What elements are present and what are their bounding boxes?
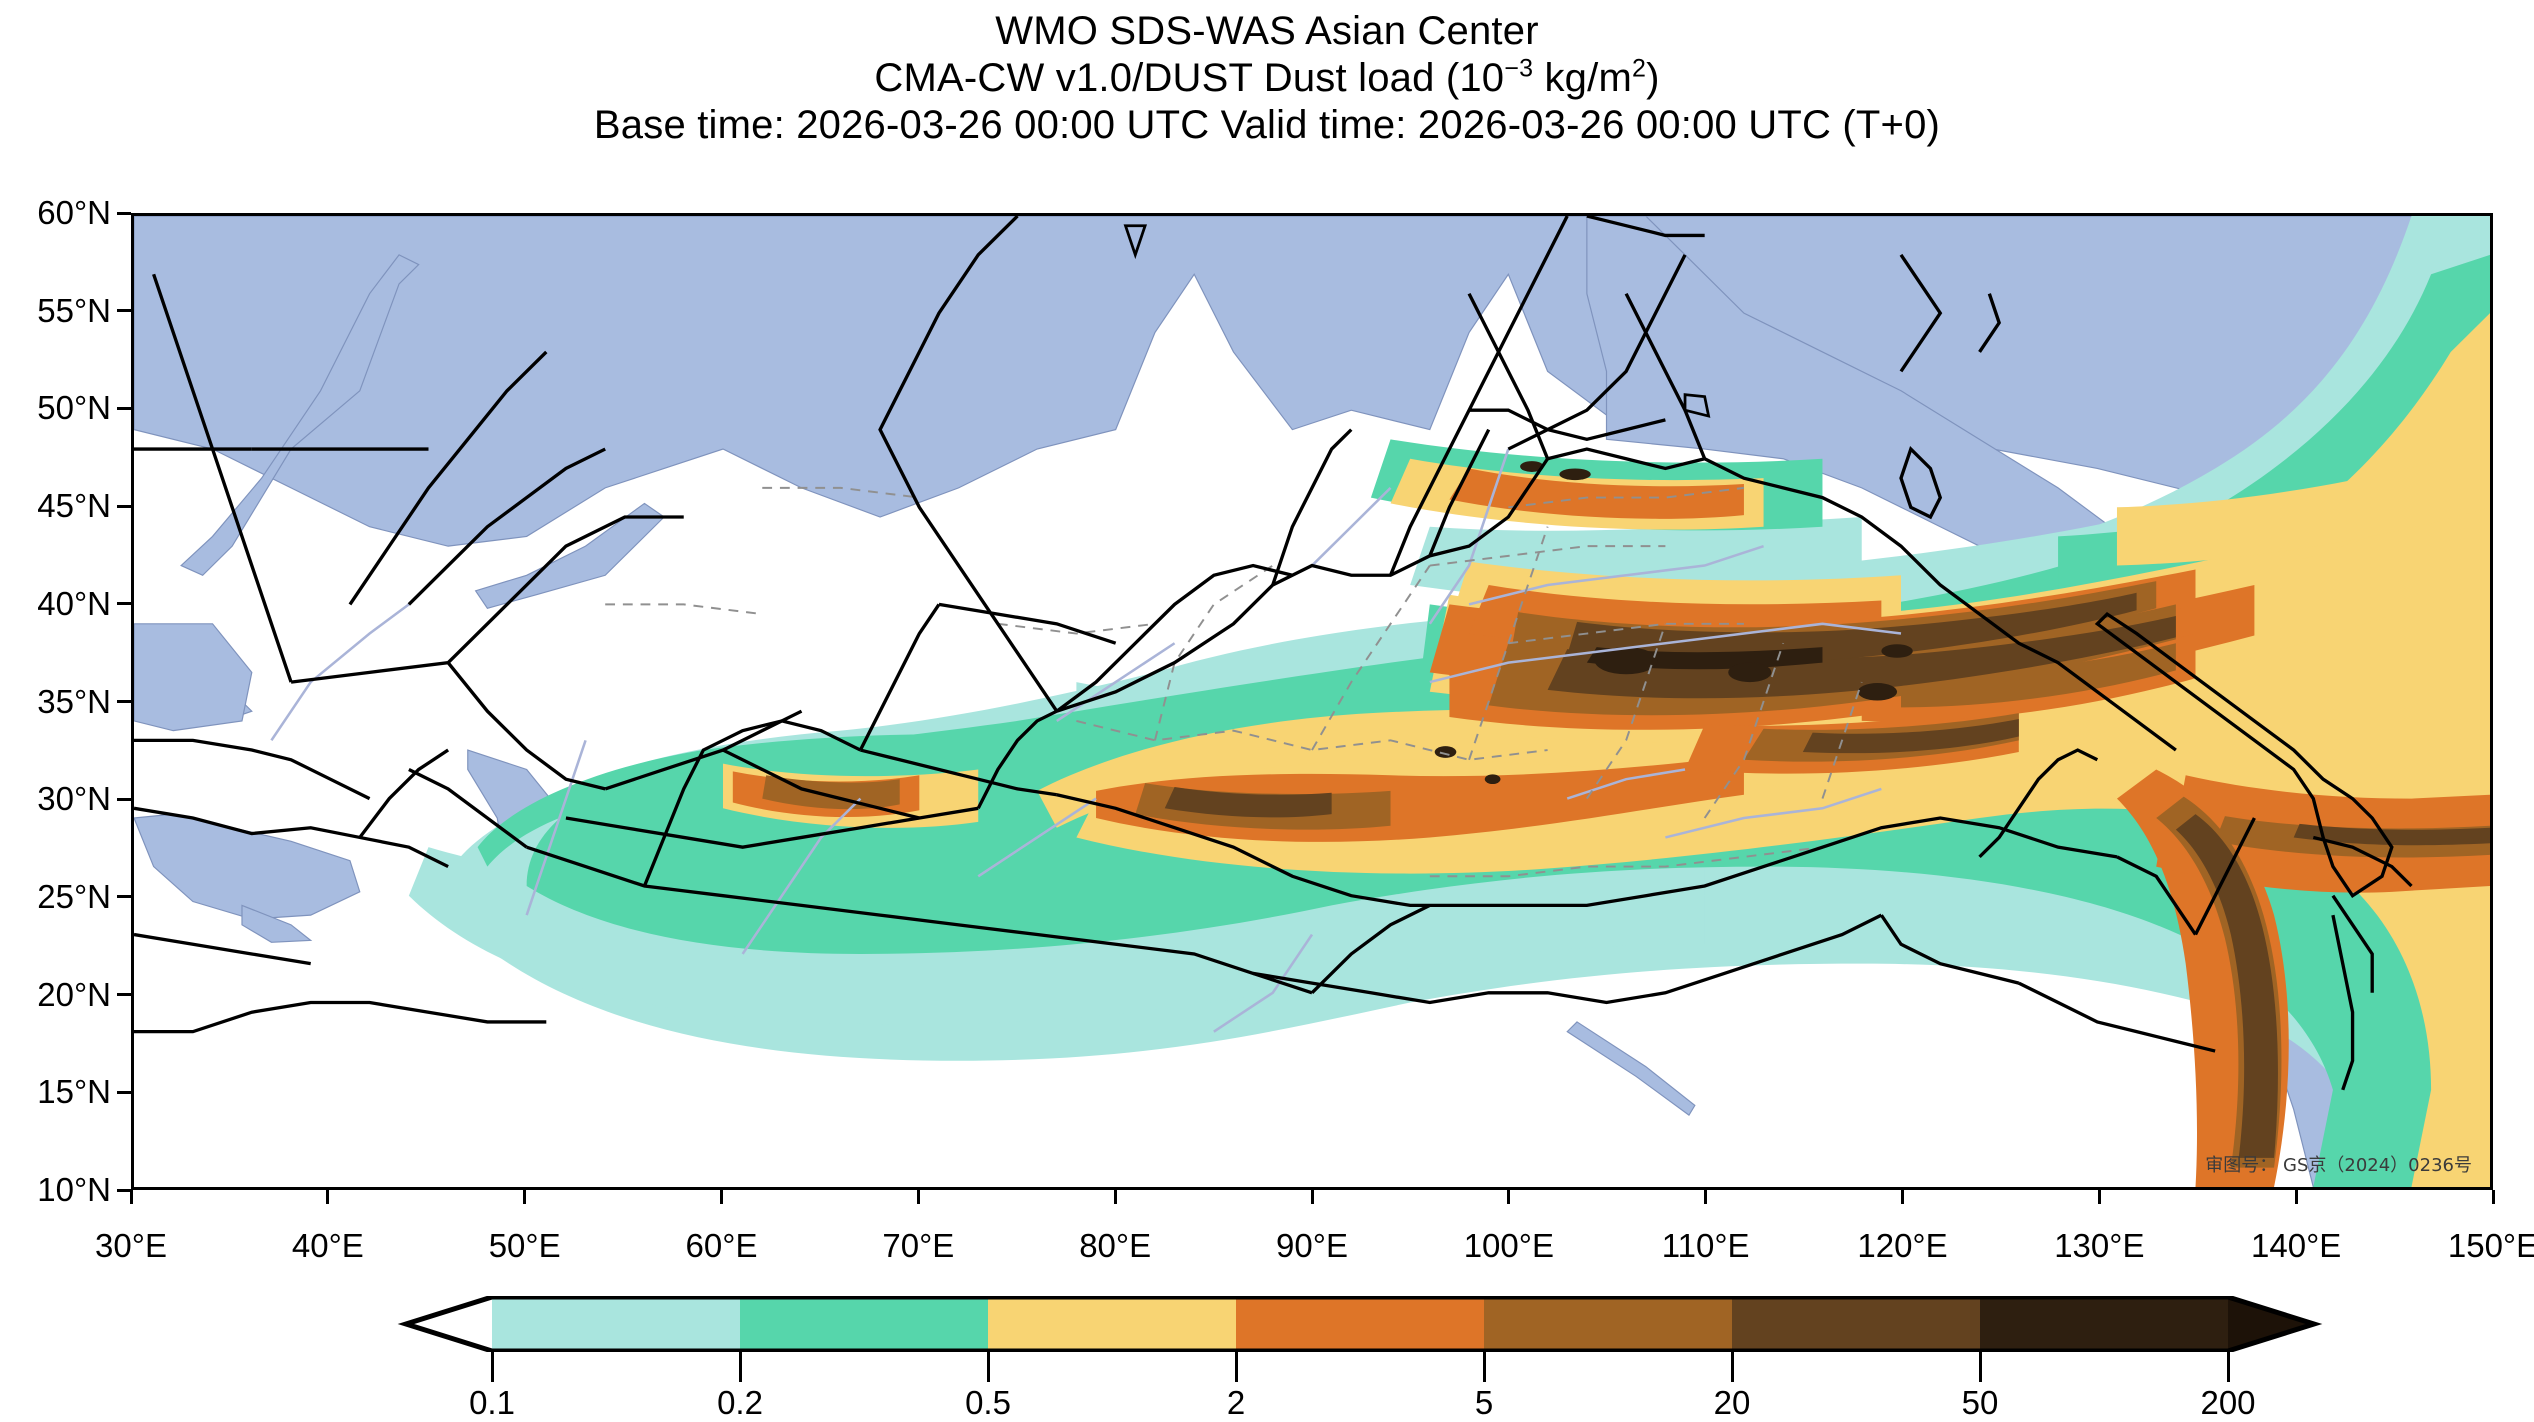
colorbar-tick-mark — [986, 1352, 990, 1382]
x-axis-tick-label: 40°E — [291, 1227, 364, 1264]
x-axis-tick-mark — [2491, 1190, 2495, 1204]
geography-layer — [134, 216, 2413, 1091]
colorbar-under-arrow — [406, 1296, 492, 1352]
x-axis-tick-label: 60°E — [685, 1227, 758, 1264]
x-axis-tick-mark — [1704, 1190, 1708, 1204]
colorbar-tick-label: 5 — [1474, 1384, 1494, 1421]
dust-contour-layer — [408, 216, 2490, 1187]
colorbar-tick-mark — [1730, 1352, 1734, 1382]
y-axis-tick-mark — [117, 309, 131, 313]
map-watermark: 审图号： GS京（2024）0236号 — [2205, 1155, 2472, 1176]
title-line-1: WMO SDS-WAS Asian Center — [995, 9, 1539, 53]
x-axis-tick-label: 30°E — [95, 1227, 167, 1264]
x-axis-tick-mark — [326, 1190, 330, 1204]
x-axis-tick-label: 120°E — [1857, 1227, 1948, 1264]
colorbar-tick-mark — [1234, 1352, 1238, 1382]
colorbar-bands — [374, 1296, 2346, 1352]
y-axis-tick-label: 50°N — [37, 389, 111, 427]
title-exponent-minus3: −3 — [1504, 54, 1534, 83]
x-axis-tick-mark — [523, 1190, 527, 1204]
colorbar-tick-mark — [1978, 1352, 1982, 1382]
y-axis-tick-mark — [117, 1188, 131, 1192]
colorbar-tick-mark — [1482, 1352, 1486, 1382]
x-axis-tick-mark — [2097, 1190, 2101, 1204]
y-axis-tick-mark — [117, 1090, 131, 1094]
colorbar-tick-label: 0.5 — [965, 1384, 1011, 1421]
y-axis-tick-label: 55°N — [37, 291, 111, 329]
y-axis-tick-mark — [117, 504, 131, 508]
colorbar-tick-label: 0.1 — [469, 1384, 515, 1421]
y-axis-tick-mark — [117, 993, 131, 997]
y-axis-tick-label: 15°N — [37, 1073, 111, 1111]
colorbar-tick-mark — [738, 1352, 742, 1382]
x-axis-tick-label: 50°E — [488, 1227, 561, 1264]
colorbar[interactable] — [374, 1296, 2346, 1352]
x-axis-tick-mark — [1901, 1190, 1904, 1204]
x-axis-tick-label: 80°E — [1079, 1227, 1152, 1264]
chart-title-block: WMO SDS-WAS Asian Center CMA-CW v1.0/DUS… — [0, 8, 2534, 149]
title-line-2-post: ) — [1646, 56, 1660, 100]
colorbar-band — [1732, 1296, 1980, 1352]
y-axis-tick-label: 30°N — [37, 780, 111, 818]
colorbar-tick-label: 2 — [1226, 1384, 1246, 1421]
x-axis-tick-mark — [1507, 1190, 1511, 1204]
colorbar-tick-mark — [490, 1352, 494, 1382]
map-plot-area: 审图号： GS京（2024）0236号 — [131, 213, 2493, 1190]
y-axis-tick-label: 45°N — [37, 487, 111, 525]
title-line-2-mid: kg/m — [1533, 56, 1632, 100]
colorbar-tick-label: 0.2 — [717, 1384, 763, 1421]
y-axis-tick-mark — [117, 700, 131, 703]
x-axis-tick-mark — [1310, 1190, 1314, 1204]
x-axis-tick-label: 150°E — [2447, 1227, 2534, 1264]
x-axis-tick-label: 130°E — [2054, 1227, 2145, 1264]
colorbar-band — [492, 1296, 740, 1352]
colorbar-band — [740, 1296, 988, 1352]
x-axis-tick-label: 100°E — [1463, 1227, 1554, 1264]
y-axis-tick-label: 20°N — [37, 975, 111, 1013]
x-axis-tick-label: 110°E — [1661, 1227, 1750, 1264]
y-axis-tick-label: 10°N — [37, 1171, 111, 1208]
colorbar-tick-label: 20 — [1713, 1384, 1751, 1421]
colorbar-tick-label: 50 — [1961, 1384, 1999, 1421]
title-line-3: Base time: 2026-03-26 00:00 UTC Valid ti… — [593, 103, 1941, 147]
x-axis-tick-mark — [2294, 1190, 2298, 1204]
x-axis-tick-mark — [1113, 1190, 1117, 1204]
title-line-2-pre: CMA-CW v1.0/DUST Dust load (10 — [874, 56, 1505, 100]
x-axis-tick-label: 90°E — [1276, 1227, 1348, 1264]
title-exponent-2: 2 — [1631, 54, 1647, 83]
colorbar-band — [988, 1296, 1236, 1352]
y-axis-tick-label: 40°N — [37, 584, 111, 622]
y-axis-tick-mark — [117, 797, 131, 801]
y-axis-tick-label: 60°N — [37, 194, 111, 231]
y-axis-tick-mark — [117, 211, 131, 215]
colorbar-band — [1980, 1296, 2228, 1352]
colorbar-tick-label: 200 — [2200, 1384, 2256, 1421]
colorbar-tick-mark — [2226, 1352, 2230, 1382]
x-axis-tick-mark — [129, 1190, 133, 1204]
y-axis-tick-label: 25°N — [37, 877, 111, 915]
dust-load-map — [134, 216, 2490, 1187]
x-axis-tick-label: 70°E — [882, 1227, 955, 1264]
x-axis-tick-mark — [916, 1190, 920, 1204]
colorbar-band — [1236, 1296, 1484, 1352]
y-axis-tick-label: 35°N — [37, 682, 111, 720]
colorbar-band — [1484, 1296, 1732, 1352]
x-axis-tick-label: 140°E — [2251, 1227, 2342, 1264]
y-axis-tick-mark — [117, 406, 131, 410]
colorbar-over-arrow — [2228, 1296, 2314, 1352]
y-axis-tick-mark — [117, 602, 131, 606]
x-axis-tick-mark — [720, 1190, 723, 1204]
y-axis-tick-mark — [117, 895, 131, 899]
title-line-2: CMA-CW v1.0/DUST Dust load (10−3 kg/m2) — [0, 55, 2534, 102]
